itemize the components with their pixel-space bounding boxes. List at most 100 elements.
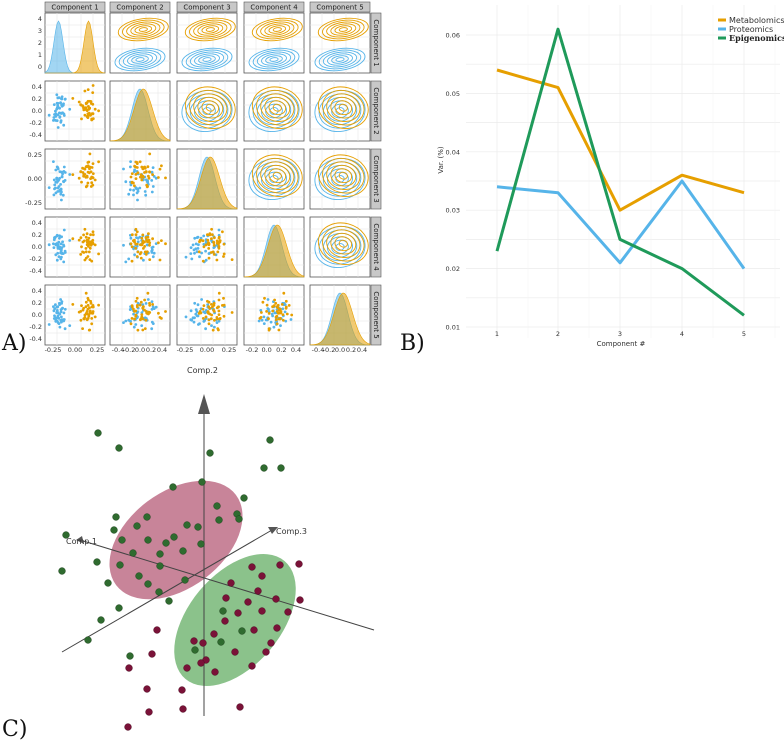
contour-proteomics [122, 51, 158, 68]
density-metabolomics [176, 156, 238, 210]
point-metabolomics [143, 327, 147, 330]
point-metabolomics [148, 243, 151, 247]
point-proteomics [60, 198, 63, 202]
point-proteomics [142, 258, 145, 262]
contour-metabolomics [317, 222, 369, 265]
contour-metabolomics [322, 89, 365, 126]
point-metabolomics [86, 170, 90, 174]
point-proteomics [129, 160, 133, 164]
point-proteomics [56, 102, 60, 105]
point-metabolomics [146, 240, 149, 244]
point-metabolomics [157, 176, 160, 179]
point-metabolomics [87, 107, 91, 111]
contour-proteomics [127, 53, 153, 66]
point-maroon [295, 560, 303, 568]
point-proteomics [152, 251, 156, 255]
point-green [144, 580, 152, 588]
point-green [84, 636, 92, 644]
point-metabolomics [146, 311, 149, 315]
point-green [115, 444, 123, 452]
point-metabolomics [86, 88, 90, 91]
point-metabolomics [212, 243, 216, 247]
point-proteomics [141, 303, 145, 306]
point-metabolomics [135, 166, 139, 169]
point-metabolomics [77, 176, 81, 180]
point-metabolomics [97, 109, 100, 113]
point-metabolomics [144, 170, 148, 174]
point-proteomics [57, 96, 61, 100]
point-metabolomics [129, 322, 133, 326]
cell-frame [176, 216, 238, 278]
point-proteomics [55, 176, 59, 180]
point-proteomics [47, 243, 51, 247]
x-tick-label: 0.0 [335, 346, 345, 354]
x-axis-title: Component # [597, 340, 646, 348]
point-metabolomics [208, 233, 212, 237]
contour-metabolomics [197, 23, 224, 36]
axis-label-comp1: Comp.1 [66, 537, 97, 546]
point-metabolomics [90, 305, 94, 309]
point-metabolomics [130, 181, 134, 185]
point-metabolomics [79, 253, 83, 256]
point-metabolomics [206, 242, 210, 246]
point-proteomics [68, 324, 72, 327]
point-metabolomics [135, 230, 139, 234]
point-proteomics [134, 323, 138, 326]
y-tick-label: 0.4 [32, 287, 42, 295]
point-maroon [236, 703, 244, 711]
point-maroon [258, 607, 266, 615]
point-green [170, 533, 178, 541]
point-proteomics [204, 327, 208, 331]
point-metabolomics [83, 113, 87, 117]
contour-metabolomics [189, 19, 232, 40]
point-metabolomics [198, 240, 201, 244]
contour-metabolomics [330, 96, 357, 119]
contour-metabolomics [326, 229, 361, 258]
point-green [110, 526, 118, 534]
point-proteomics [52, 103, 56, 106]
point-maroon [183, 664, 191, 672]
point-metabolomics [89, 240, 93, 244]
point-metabolomics [77, 238, 81, 242]
point-metabolomics [278, 317, 282, 321]
point-metabolomics [201, 307, 205, 311]
point-proteomics [59, 242, 63, 246]
point-metabolomics [87, 328, 91, 332]
y-tick-label: 0.2 [32, 95, 42, 103]
contour-metabolomics [334, 100, 353, 116]
x-tick-label: -0.4 [312, 346, 325, 354]
point-metabolomics [148, 258, 152, 261]
contour-proteomics [327, 53, 353, 66]
point-proteomics [60, 170, 64, 174]
point-proteomics [194, 242, 198, 246]
point-metabolomics [138, 303, 142, 307]
point-proteomics [151, 255, 155, 259]
point-metabolomics [267, 328, 271, 332]
point-metabolomics [215, 239, 219, 243]
point-metabolomics [133, 164, 137, 168]
point-metabolomics [204, 243, 208, 247]
density-metabolomics [45, 20, 106, 74]
matrix-cell-r2-c5 [309, 80, 371, 142]
point-metabolomics [90, 112, 94, 116]
contour-metabolomics [317, 154, 369, 197]
axis-label-comp2: Comp.2 [187, 366, 218, 375]
point-metabolomics [86, 317, 90, 320]
contour-metabolomics [326, 21, 361, 38]
point-metabolomics [89, 185, 93, 188]
point-maroon [272, 595, 280, 603]
point-proteomics [266, 307, 270, 310]
point-proteomics [56, 186, 60, 190]
point-metabolomics [284, 306, 288, 310]
point-proteomics [59, 187, 63, 191]
matrix-cell-r3-c3 [176, 148, 238, 210]
point-proteomics [150, 327, 154, 331]
contour-metabolomics [264, 23, 291, 36]
point-metabolomics [148, 311, 152, 314]
matrix-cell-r3-c1 [44, 148, 106, 210]
point-metabolomics [212, 303, 216, 307]
point-proteomics [60, 300, 64, 303]
point-proteomics [151, 166, 155, 170]
contour-metabolomics [272, 103, 282, 112]
x-tick-label: -0.2 [323, 346, 336, 354]
